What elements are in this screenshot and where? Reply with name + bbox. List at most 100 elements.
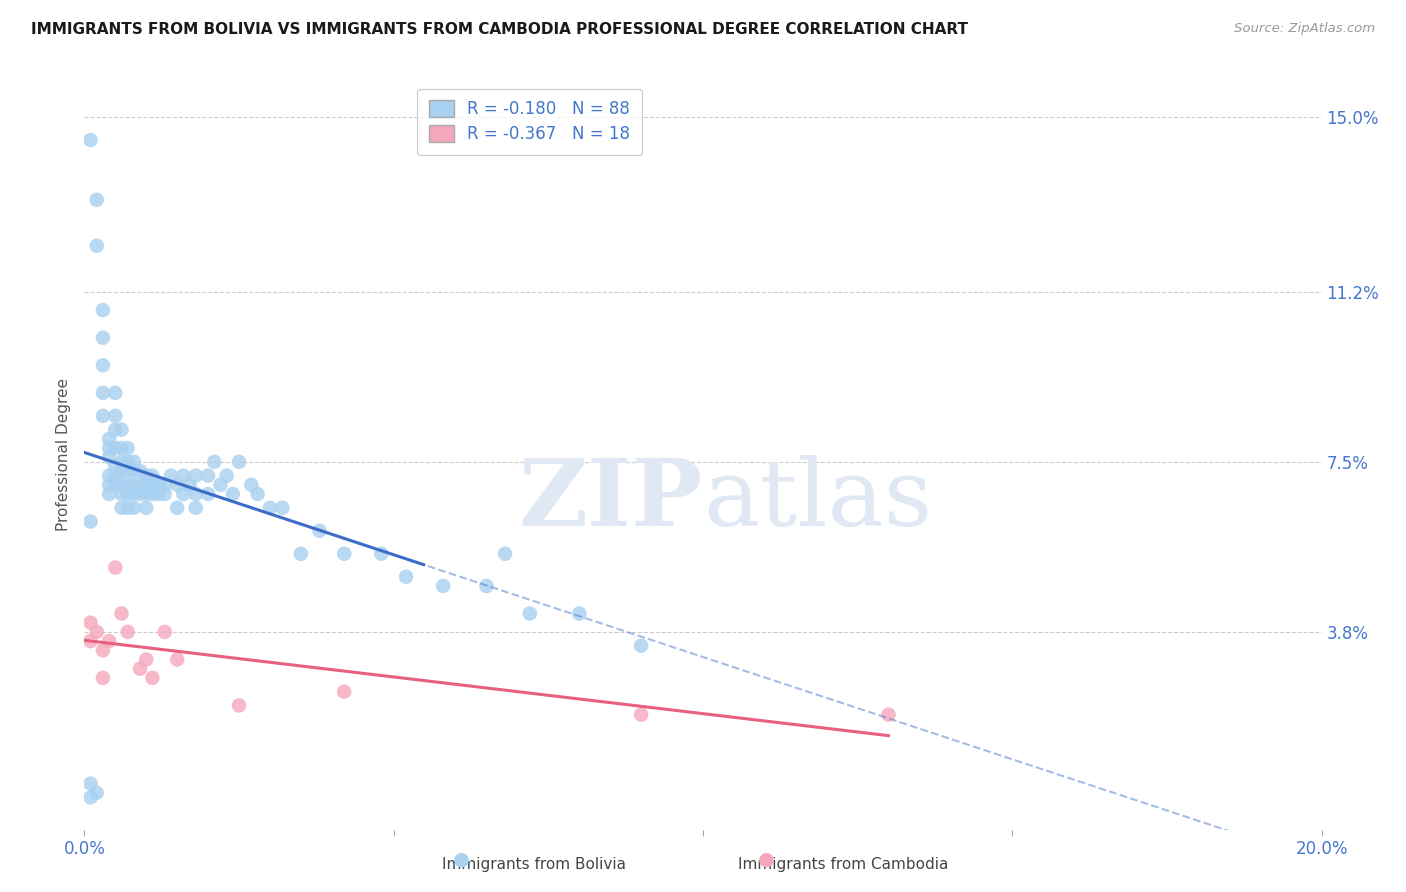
Point xyxy=(117,441,139,455)
Point xyxy=(630,639,652,653)
Point xyxy=(475,579,498,593)
Point xyxy=(110,423,132,437)
Point xyxy=(179,477,201,491)
Point xyxy=(110,487,132,501)
Point xyxy=(184,500,207,515)
Point xyxy=(104,423,127,437)
Point xyxy=(135,487,157,501)
Point xyxy=(141,477,163,491)
Point xyxy=(172,487,194,501)
Point xyxy=(141,468,163,483)
Point xyxy=(79,790,101,805)
Point xyxy=(240,477,263,491)
Text: Source: ZipAtlas.com: Source: ZipAtlas.com xyxy=(1234,22,1375,36)
Point xyxy=(79,776,101,790)
Point xyxy=(228,698,250,713)
Point xyxy=(153,477,176,491)
Point xyxy=(271,500,294,515)
Text: IMMIGRANTS FROM BOLIVIA VS IMMIGRANTS FROM CAMBODIA PROFESSIONAL DEGREE CORRELAT: IMMIGRANTS FROM BOLIVIA VS IMMIGRANTS FR… xyxy=(31,22,967,37)
Point xyxy=(86,239,108,253)
Point xyxy=(129,477,152,491)
Point xyxy=(122,455,145,469)
Point xyxy=(129,662,152,676)
Point xyxy=(172,468,194,483)
Point xyxy=(148,477,170,491)
Point xyxy=(308,524,330,538)
Point xyxy=(246,487,269,501)
Point xyxy=(110,464,132,478)
Point xyxy=(104,385,127,400)
Point xyxy=(104,441,127,455)
Point xyxy=(122,487,145,501)
Text: Immigrants from Cambodia: Immigrants from Cambodia xyxy=(738,857,949,872)
Point xyxy=(98,441,121,455)
Point xyxy=(79,615,101,630)
Point xyxy=(153,624,176,639)
Point xyxy=(197,487,219,501)
Point xyxy=(432,579,454,593)
Point xyxy=(568,607,591,621)
Point xyxy=(91,303,114,318)
Point xyxy=(215,468,238,483)
Point xyxy=(135,500,157,515)
Point xyxy=(122,477,145,491)
Point xyxy=(110,607,132,621)
Point xyxy=(877,707,900,722)
Point xyxy=(166,477,188,491)
Point xyxy=(209,477,232,491)
Point xyxy=(184,468,207,483)
Point xyxy=(333,684,356,698)
Point xyxy=(166,652,188,666)
Point xyxy=(98,477,121,491)
Point xyxy=(91,671,114,685)
Point xyxy=(153,487,176,501)
Text: Immigrants from Bolivia: Immigrants from Bolivia xyxy=(443,857,626,872)
Point xyxy=(104,477,127,491)
Point xyxy=(110,441,132,455)
Point xyxy=(166,500,188,515)
Point xyxy=(86,786,108,800)
Point xyxy=(197,468,219,483)
Point xyxy=(91,643,114,657)
Point xyxy=(91,385,114,400)
Point xyxy=(98,450,121,465)
Point xyxy=(104,560,127,574)
Point xyxy=(333,547,356,561)
Point xyxy=(86,624,108,639)
Text: atlas: atlas xyxy=(703,455,932,545)
Point xyxy=(135,468,157,483)
Point xyxy=(129,487,152,501)
Point xyxy=(202,455,225,469)
Point xyxy=(79,133,101,147)
Point xyxy=(141,487,163,501)
Point xyxy=(117,455,139,469)
Text: ●: ● xyxy=(758,850,775,869)
Point xyxy=(228,455,250,469)
Point xyxy=(395,570,418,584)
Point xyxy=(129,464,152,478)
Point xyxy=(141,671,163,685)
Text: ZIP: ZIP xyxy=(519,455,703,545)
Point xyxy=(104,468,127,483)
Point xyxy=(110,455,132,469)
Point xyxy=(494,547,516,561)
Point xyxy=(160,468,183,483)
Point xyxy=(117,500,139,515)
Point xyxy=(110,477,132,491)
Text: ●: ● xyxy=(453,850,470,869)
Point xyxy=(98,487,121,501)
Point xyxy=(184,487,207,501)
Point xyxy=(117,487,139,501)
Point xyxy=(222,487,245,501)
Point xyxy=(519,607,541,621)
Point xyxy=(259,500,281,515)
Point xyxy=(79,515,101,529)
Point xyxy=(98,432,121,446)
Point xyxy=(104,409,127,423)
Point xyxy=(91,331,114,345)
Legend: R = -0.180   N = 88, R = -0.367   N = 18: R = -0.180 N = 88, R = -0.367 N = 18 xyxy=(418,88,643,155)
Point xyxy=(86,193,108,207)
Point xyxy=(135,477,157,491)
Point xyxy=(91,409,114,423)
Point xyxy=(117,464,139,478)
